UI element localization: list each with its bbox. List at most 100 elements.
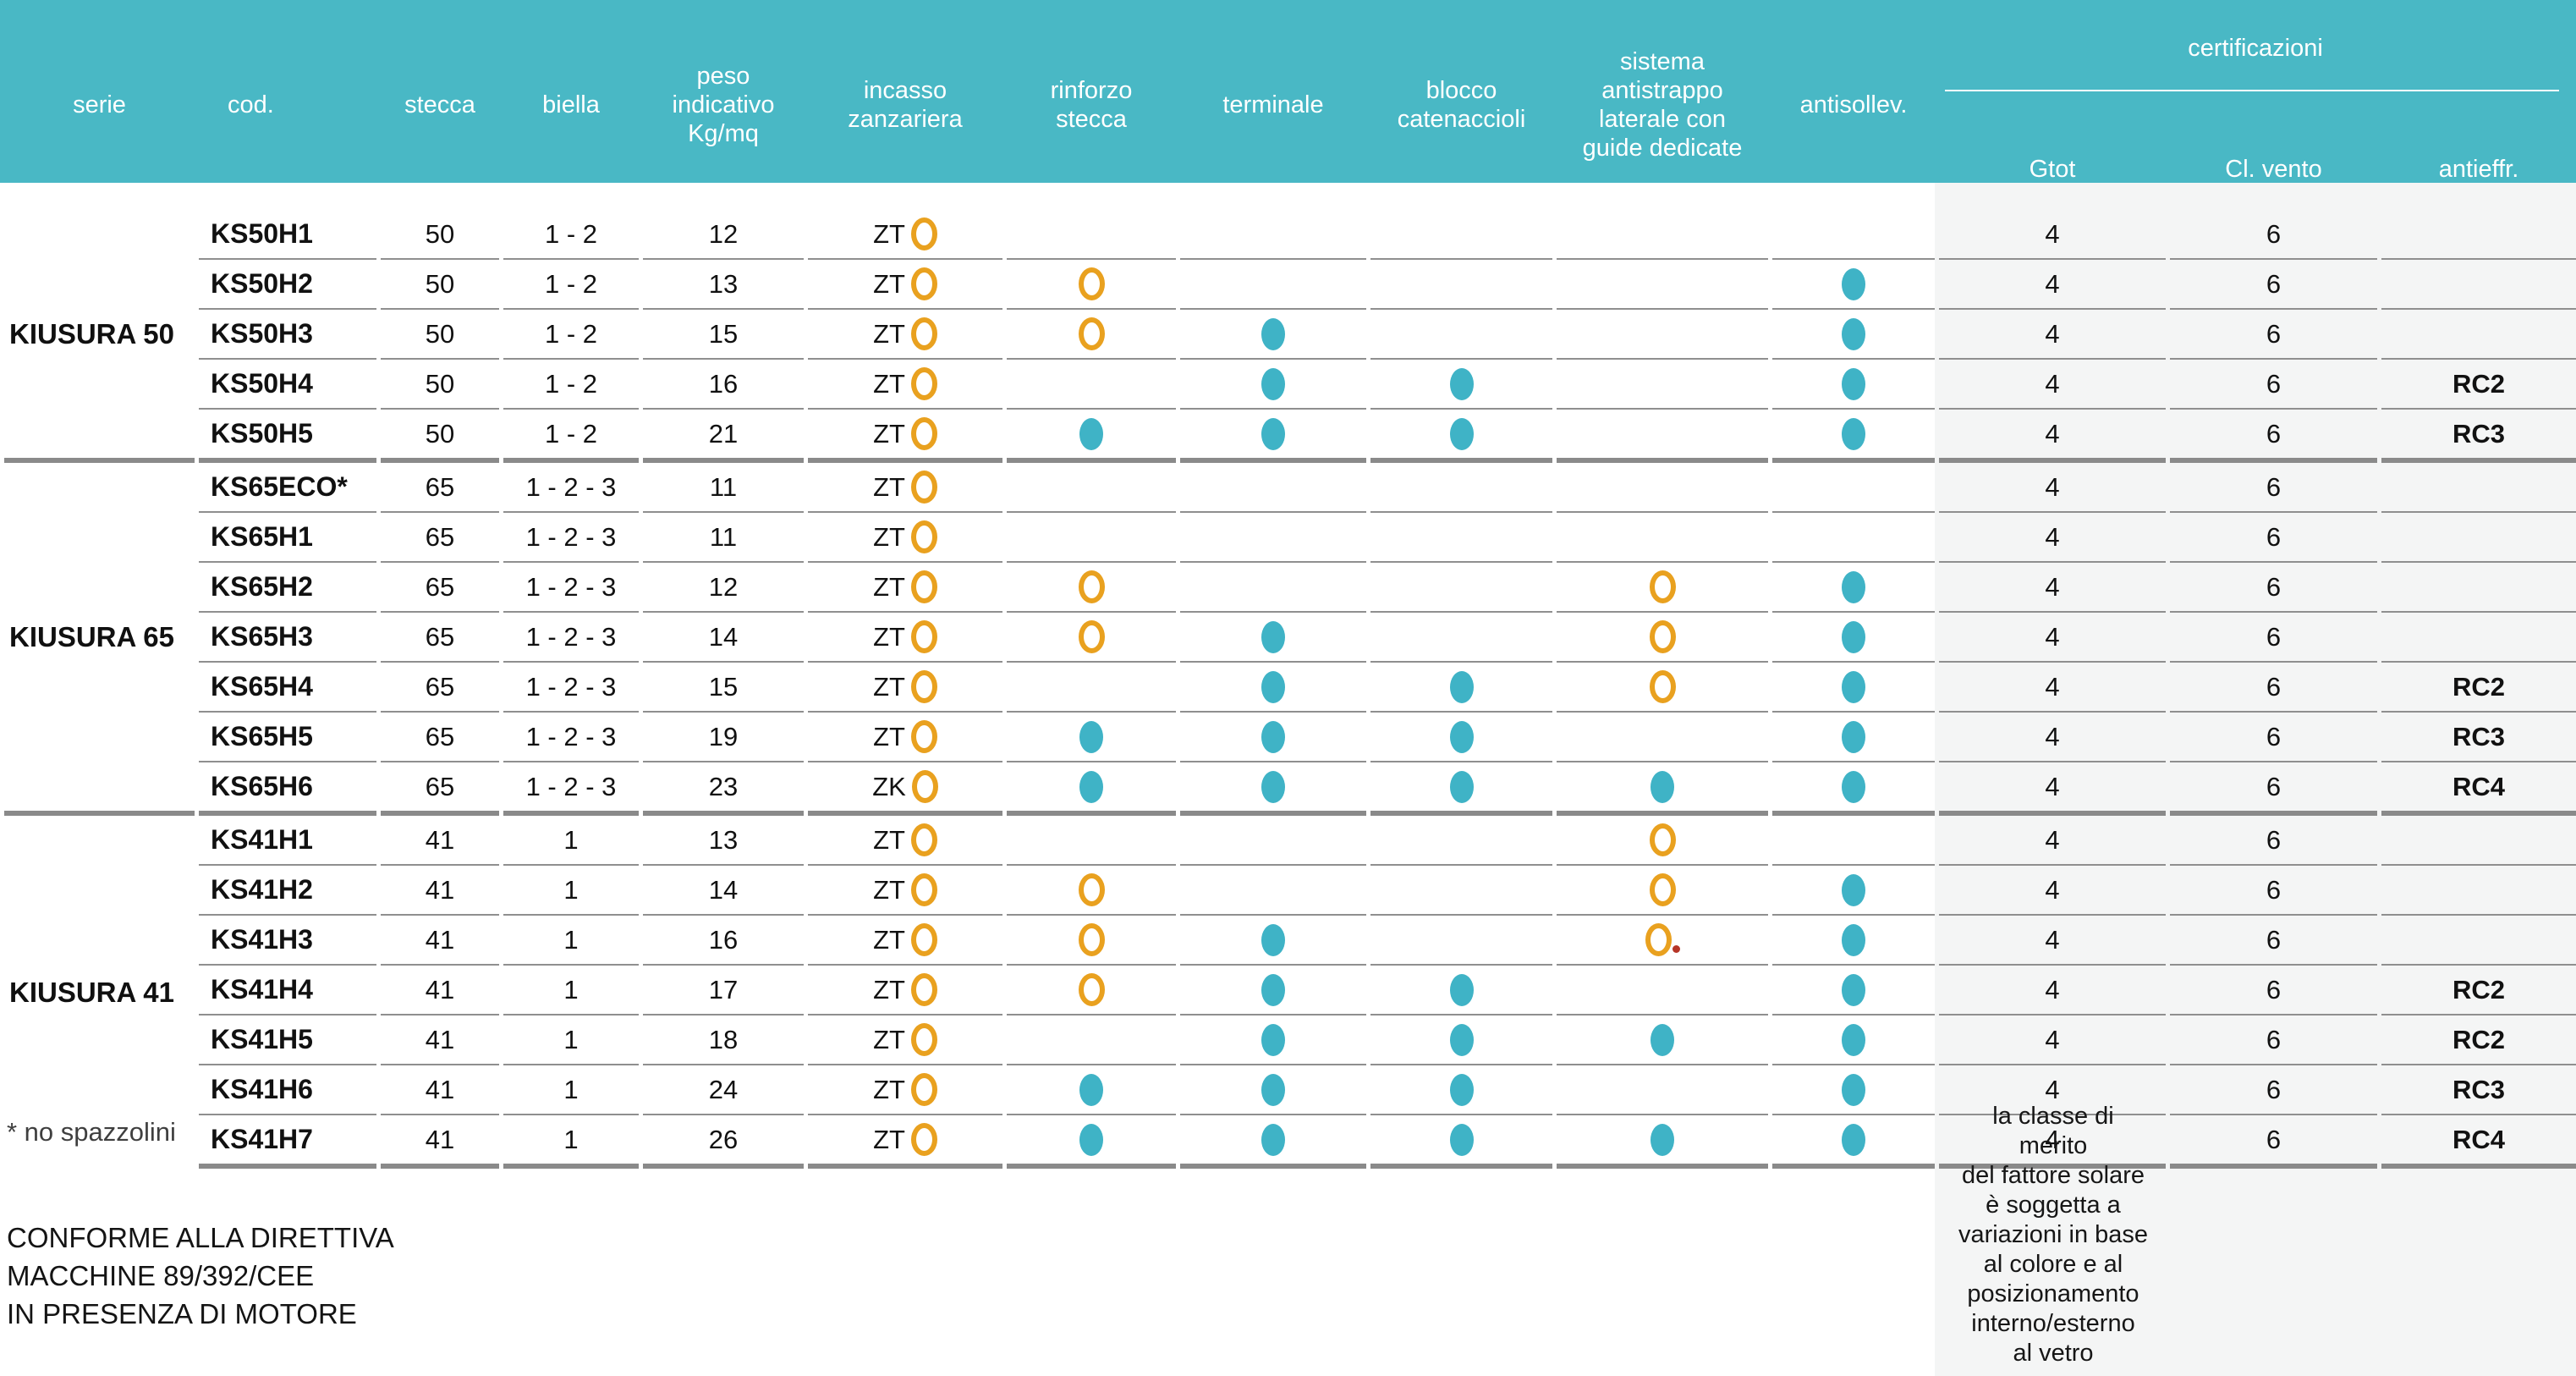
- cell-incasso: ZT: [808, 358, 1002, 408]
- cell-biella: 1: [503, 811, 639, 864]
- cell-sistema: [1557, 811, 1768, 864]
- cell-gtot: 4: [1939, 964, 2166, 1014]
- cell-incasso: ZT: [808, 1114, 1002, 1169]
- cell-antieffr: [2381, 458, 2576, 511]
- cell-blocco: [1370, 258, 1552, 308]
- cell-sistema: [1557, 561, 1768, 611]
- feature-ring-icon: [1078, 923, 1105, 957]
- cell-rinforzo: [1007, 761, 1176, 811]
- zanzariera-code-label: ZT: [873, 368, 905, 399]
- cell-blocco: [1370, 761, 1552, 811]
- cell-biella: 1 - 2 - 3: [503, 511, 639, 561]
- cell-terminale: [1180, 1064, 1366, 1114]
- cell-biella: 1 - 2 - 3: [503, 611, 639, 661]
- cell-blocco: [1370, 964, 1552, 1014]
- cell-biella: 1 - 2: [503, 358, 639, 408]
- feature-dot-icon: [1842, 417, 1865, 450]
- feature-dot-icon: [1842, 570, 1865, 603]
- cell-antieffr: [2381, 258, 2576, 308]
- cell-blocco: [1370, 914, 1552, 964]
- cell-cl-vento: 6: [2170, 964, 2377, 1014]
- cell-cl-vento: 6: [2170, 408, 2377, 458]
- table-row: KS41H7 41 1 26 ZT 4 6 RC4: [4, 1114, 2576, 1169]
- cell-peso: 14: [643, 864, 804, 914]
- table-row: KS65H1 65 1 - 2 - 3 11 ZT 4 6: [4, 511, 2576, 561]
- cell-cl-vento: 6: [2170, 864, 2377, 914]
- feature-dot-icon: [1261, 620, 1285, 653]
- cell-antieffr: RC2: [2381, 661, 2576, 711]
- cell-blocco: [1370, 864, 1552, 914]
- cell-rinforzo: [1007, 964, 1176, 1014]
- cell-antisollev: [1772, 458, 1935, 511]
- cell-biella: 1 - 2 - 3: [503, 761, 639, 811]
- cell-incasso: ZT: [808, 210, 1002, 258]
- feature-ring-icon: [910, 923, 937, 956]
- cell-terminale: [1180, 511, 1366, 561]
- cell-antieffr: RC2: [2381, 964, 2576, 1014]
- feature-ring-icon: [910, 823, 937, 856]
- feature-ring-icon: [910, 367, 937, 400]
- cell-blocco: [1370, 1064, 1552, 1114]
- cell-stecca: 65: [381, 711, 499, 761]
- cell-peso: 12: [643, 561, 804, 611]
- cell-cod: KS65H1: [199, 511, 376, 561]
- cell-cod: KS50H2: [199, 258, 376, 308]
- cell-antisollev: [1772, 1064, 1935, 1114]
- zanzariera-code: ZT: [809, 267, 1002, 300]
- feature-ring-icon: [910, 1023, 937, 1056]
- cell-cod: KS65H5: [199, 711, 376, 761]
- zanzariera-code-label: ZT: [873, 521, 905, 552]
- cell-gtot: 4: [1939, 661, 2166, 711]
- cell-antieffr: [2381, 511, 2576, 561]
- zanzariera-code-label: ZT: [873, 974, 905, 1004]
- cell-stecca: 41: [381, 1114, 499, 1169]
- cell-blocco: [1370, 561, 1552, 611]
- col-header-stecca: stecca: [404, 91, 475, 118]
- cell-antisollev: [1772, 964, 1935, 1014]
- cell-antieffr: [2381, 864, 2576, 914]
- feature-ring-icon: [910, 471, 937, 504]
- cell-cod: KS41H2: [199, 864, 376, 914]
- feature-dot-icon: [1449, 367, 1474, 400]
- cell-cod: KS50H5: [199, 408, 376, 458]
- zanzariera-code-label: ZT: [873, 1124, 905, 1154]
- cell-peso: 19: [643, 711, 804, 761]
- cell-blocco: [1370, 458, 1552, 511]
- cell-sistema: [1557, 964, 1768, 1014]
- cell-cod: KS41H6: [199, 1064, 376, 1114]
- cell-antieffr: RC4: [2381, 1114, 2576, 1169]
- feature-dot-icon: [1261, 417, 1285, 450]
- feature-dot-icon: [1449, 973, 1474, 1006]
- cell-rinforzo: [1007, 864, 1176, 914]
- cell-peso: 16: [643, 914, 804, 964]
- table-row: KS65H3 65 1 - 2 - 3 14 ZT 4 6: [4, 611, 2576, 661]
- zanzariera-code: ZT: [809, 520, 1002, 553]
- cell-terminale: [1180, 811, 1366, 864]
- feature-dot-icon: [1449, 1073, 1474, 1106]
- cell-terminale: [1180, 914, 1366, 964]
- cell-stecca: 41: [381, 964, 499, 1014]
- cell-incasso: ZT: [808, 914, 1002, 964]
- feature-ring-icon: [1078, 973, 1105, 1007]
- table-row: KS65H6 65 1 - 2 - 3 23 ZK 4 6 RC4: [4, 761, 2576, 811]
- cell-rinforzo: [1007, 661, 1176, 711]
- cell-incasso: ZT: [808, 1064, 1002, 1114]
- feature-ring-icon: [910, 520, 937, 553]
- zanzariera-code: ZT: [809, 620, 1002, 653]
- zanzariera-code-label: ZT: [873, 471, 905, 502]
- cell-cl-vento: 6: [2170, 811, 2377, 864]
- zanzariera-code-label: ZT: [873, 571, 905, 602]
- cell-peso: 18: [643, 1014, 804, 1064]
- zanzariera-code-label: ZT: [873, 874, 905, 905]
- cell-biella: 1 - 2 - 3: [503, 458, 639, 511]
- feature-dot-icon: [1842, 317, 1865, 350]
- cell-blocco: [1370, 408, 1552, 458]
- cell-incasso: ZT: [808, 964, 1002, 1014]
- cell-stecca: 50: [425, 218, 455, 249]
- cell-incasso: ZT: [808, 511, 1002, 561]
- feature-dot-icon: [1842, 367, 1865, 400]
- cell-biella: 1: [503, 914, 639, 964]
- feature-dot-icon: [1079, 1123, 1103, 1156]
- product-spec-table: serie cod. stecca biella peso indicativo…: [4, 48, 2576, 1169]
